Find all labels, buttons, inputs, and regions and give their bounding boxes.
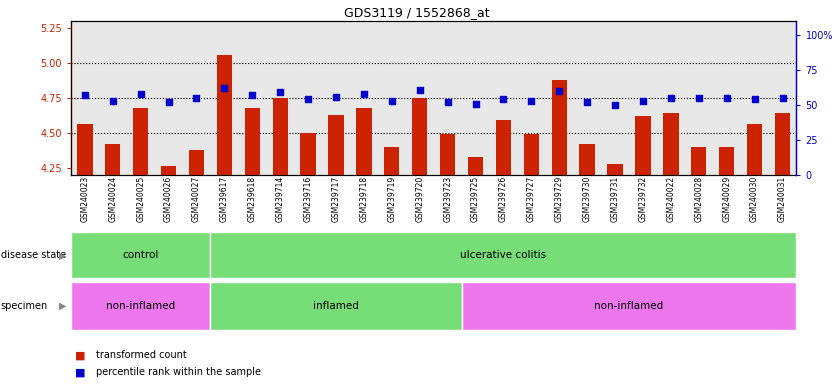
Point: [525, 98, 538, 104]
Text: control: control: [123, 250, 158, 260]
Text: percentile rank within the sample: percentile rank within the sample: [96, 367, 261, 377]
Text: specimen: specimen: [1, 301, 48, 311]
Point: [134, 91, 148, 97]
Bar: [188, 150, 204, 175]
Bar: [161, 166, 176, 175]
Text: ▶: ▶: [59, 301, 67, 311]
Bar: [294, 21, 322, 175]
Point: [413, 86, 426, 93]
Point: [664, 95, 677, 101]
Point: [162, 99, 175, 105]
Bar: [580, 144, 595, 175]
Bar: [691, 147, 706, 175]
Bar: [300, 133, 316, 175]
Bar: [440, 134, 455, 175]
Bar: [78, 124, 93, 175]
Point: [636, 98, 650, 104]
Point: [78, 92, 92, 98]
Bar: [127, 21, 154, 175]
Text: ■: ■: [75, 350, 86, 360]
Bar: [71, 282, 210, 330]
Bar: [607, 164, 623, 175]
Bar: [322, 21, 350, 175]
Point: [106, 98, 119, 104]
Bar: [154, 21, 183, 175]
Bar: [406, 21, 434, 175]
Bar: [356, 108, 372, 175]
Bar: [636, 116, 651, 175]
Bar: [545, 21, 573, 175]
Bar: [769, 21, 796, 175]
Bar: [71, 232, 210, 278]
Bar: [98, 21, 127, 175]
Bar: [273, 98, 288, 175]
Bar: [713, 21, 741, 175]
Bar: [244, 108, 260, 175]
Point: [329, 93, 343, 99]
Bar: [573, 21, 601, 175]
Bar: [747, 124, 762, 175]
Text: non-inflamed: non-inflamed: [106, 301, 175, 311]
Bar: [210, 232, 796, 278]
Bar: [524, 134, 539, 175]
Point: [553, 88, 566, 94]
Point: [301, 96, 314, 103]
Text: transformed count: transformed count: [96, 350, 187, 360]
Text: inflamed: inflamed: [313, 301, 359, 311]
Point: [469, 101, 482, 107]
Bar: [461, 282, 796, 330]
Bar: [495, 120, 511, 175]
Point: [776, 95, 789, 101]
Bar: [551, 80, 567, 175]
Bar: [329, 115, 344, 175]
Bar: [719, 147, 735, 175]
Bar: [412, 98, 427, 175]
Bar: [517, 21, 545, 175]
Text: ■: ■: [75, 367, 86, 377]
Bar: [217, 55, 232, 175]
Bar: [461, 21, 490, 175]
Bar: [490, 21, 517, 175]
Bar: [657, 21, 685, 175]
Bar: [384, 147, 399, 175]
Bar: [350, 21, 378, 175]
Text: disease state: disease state: [1, 250, 66, 260]
Text: ▶: ▶: [59, 250, 67, 260]
Text: non-inflamed: non-inflamed: [595, 301, 664, 311]
Point: [245, 92, 259, 98]
Bar: [239, 21, 266, 175]
Bar: [133, 108, 148, 175]
Point: [385, 98, 399, 104]
Point: [274, 89, 287, 95]
Point: [497, 96, 510, 103]
Text: GDS3119 / 1552868_at: GDS3119 / 1552868_at: [344, 6, 490, 19]
Bar: [210, 21, 239, 175]
Point: [357, 91, 370, 97]
Bar: [434, 21, 461, 175]
Point: [441, 99, 455, 105]
Bar: [601, 21, 629, 175]
Point: [218, 85, 231, 91]
Point: [608, 102, 621, 108]
Bar: [71, 21, 98, 175]
Point: [720, 95, 733, 101]
Bar: [378, 21, 406, 175]
Bar: [183, 21, 210, 175]
Point: [692, 95, 706, 101]
Bar: [663, 113, 679, 175]
Bar: [468, 157, 483, 175]
Bar: [629, 21, 657, 175]
Point: [580, 99, 594, 105]
Bar: [741, 21, 769, 175]
Text: ulcerative colitis: ulcerative colitis: [460, 250, 546, 260]
Point: [190, 95, 203, 101]
Bar: [105, 144, 120, 175]
Bar: [210, 282, 461, 330]
Bar: [775, 113, 790, 175]
Point: [748, 96, 761, 103]
Bar: [685, 21, 713, 175]
Bar: [266, 21, 294, 175]
